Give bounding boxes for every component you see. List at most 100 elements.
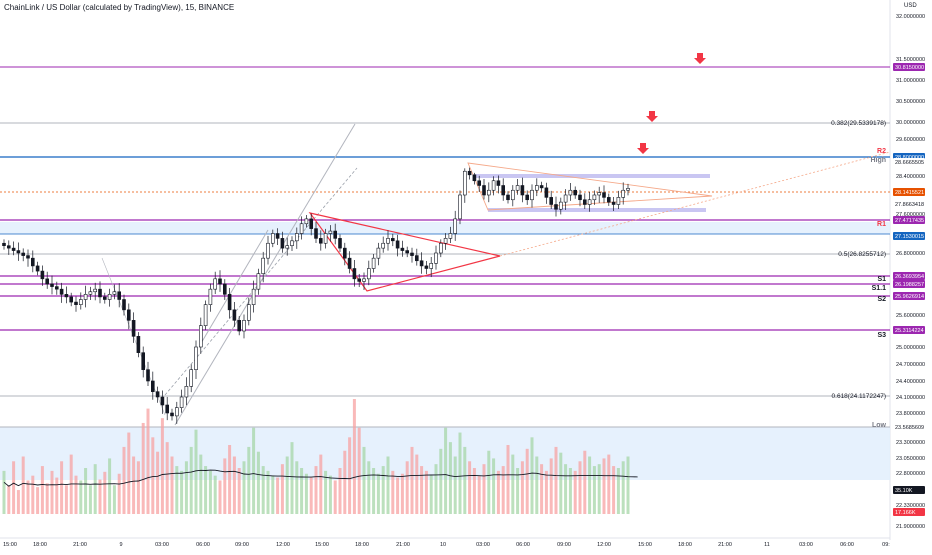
volume-bar [607,454,611,514]
candle-body [50,283,54,287]
volume-bar [112,485,116,514]
volume-bar [218,480,222,514]
candle-body [79,299,83,305]
candle-body [376,247,381,259]
sell-arrow-icon [637,143,649,154]
candle-body [525,194,530,201]
candle-body [582,199,587,205]
volume-bar [434,464,438,514]
volume-bar [472,468,476,514]
candle-body [194,346,198,370]
x-tick-label: 06:00 [196,542,210,548]
candle-body [347,257,352,269]
price-tag [893,326,925,334]
volume-bar [482,464,486,514]
volume-bar [357,427,361,514]
candle-body [338,238,342,249]
price-tag-label: 23.5685609 [895,425,924,431]
volume-bar [31,475,35,514]
volume-bar [108,458,112,514]
volume-bar [362,446,366,514]
candle-body [357,278,362,282]
volume-bar [189,446,193,514]
candle-body [405,250,410,254]
x-tick-label: 11 [764,542,770,548]
currency-label: USD [904,3,917,9]
candle-body [266,242,270,259]
x-tick-label: 09:00 [235,542,249,548]
candle-body [122,299,126,311]
y-tick-label: 25.6000000 [896,313,925,319]
volume-bar [40,466,44,514]
volume-bar [453,456,457,514]
volume-bar [520,461,524,514]
volume-bar [525,448,529,514]
volume-bar [568,468,572,514]
y-tick-label: 28.4000000 [896,174,925,180]
volume-bar [170,456,174,514]
candle-body [7,245,11,249]
candle-body [2,242,6,246]
level-label-r2: R2 [877,148,886,155]
price-tag [893,486,925,494]
volume-bar [405,461,409,514]
candle-body [208,288,213,305]
x-tick-label: 18:00 [678,542,692,548]
candle-body [323,233,328,244]
price-tag-label: 30.8150000 [895,65,924,71]
candle-body [477,180,482,186]
candle-body [247,304,251,321]
candle-body [386,238,390,244]
price-tag-label: 26.1988257 [895,282,924,288]
candle-body [146,369,150,382]
candle-body [54,286,59,290]
candle-body [554,204,558,210]
candle-body [218,278,222,285]
range-top-box [475,174,710,178]
x-tick-label: 03:00 [476,542,490,548]
volume-bar [439,448,443,514]
x-tick-label: 18:00 [33,542,47,548]
candle-body [237,320,241,332]
candle-body [261,257,266,274]
candle-body [179,396,184,408]
sell-arrow-icon [646,111,658,122]
volume-bar [420,466,424,514]
volume-bar [175,466,179,514]
volume-bar [228,445,232,514]
candle-body [160,396,165,406]
volume-bar [626,456,630,514]
price-tag-label: 28.1415521 [895,190,924,196]
volume-bar [410,446,414,514]
candle-body [314,228,318,239]
volume-bar [16,490,20,514]
candle-body [333,230,338,239]
volume-bar [36,487,40,514]
candle-body [112,291,117,295]
y-tick-label: 29.6000000 [896,137,925,143]
level-label-low: Low [872,422,887,429]
volume-bar [458,432,462,514]
y-tick-label: 31.5000000 [896,57,925,63]
volume-bar [2,470,6,514]
volume-bar [324,470,328,514]
y-tick-label: 25.0000000 [896,345,925,351]
volume-bar [530,437,534,514]
volume-bar [117,473,121,514]
candle-body [280,238,285,249]
candle-body [621,189,626,198]
y-tick-label: 24.1000000 [896,395,925,401]
volume-bar [400,473,404,514]
candle-body [462,170,467,196]
candle-body [40,270,45,280]
level-label-r1: R1 [877,221,886,228]
volume-bar [208,470,212,514]
volume-bar [348,437,352,514]
wedge-pattern [467,162,713,211]
channel-mid-line [164,167,358,396]
x-tick-label: 06:00 [516,542,530,548]
x-tick-label: 15:00 [315,542,329,548]
volume-bar [160,418,164,514]
candle-body [275,233,280,239]
